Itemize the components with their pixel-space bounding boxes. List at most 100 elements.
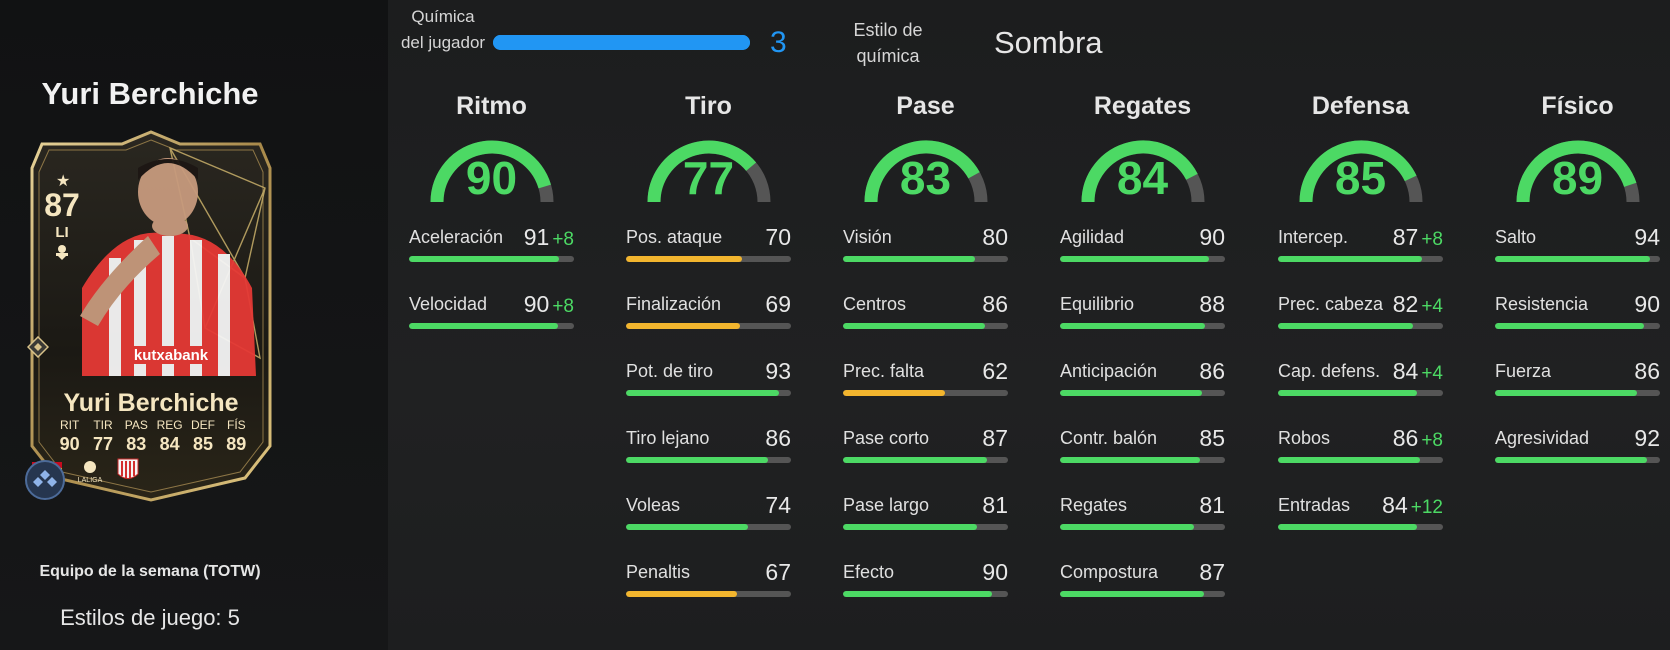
attribute-column-ritmo: Ritmo 90 Aceleración 91 +8 Velocidad 90 +8 (409, 92, 574, 344)
player-name-title: Yuri Berchiche (41, 76, 259, 111)
stat-value: 90 (523, 291, 550, 317)
stat-name: Prec. cabeza (1278, 294, 1384, 314)
stat-bar-track (626, 524, 791, 530)
sponsor-logo: kutxabank (134, 347, 209, 364)
player-chemistry-label: Química del jugador (400, 7, 486, 52)
card-stat-value: 84 (159, 434, 180, 454)
stat-bar-fill (626, 390, 780, 396)
gauge-fill (1516, 140, 1636, 203)
stat-row: Centros 86 (843, 277, 1008, 344)
stat-bar-track (843, 256, 1008, 262)
card-player-name: Yuri Berchiche (63, 389, 239, 417)
attribute-gauge-value: 84 (1116, 152, 1169, 204)
player-photo (80, 158, 256, 376)
stat-value-group: 81 (982, 492, 1008, 519)
stat-name: Prec. falta (843, 361, 925, 381)
stat-bar-track (1060, 323, 1225, 329)
chemistry-style-value[interactable]: Sombra (994, 25, 1103, 60)
card-stat: DEF 85 (186, 418, 219, 455)
stat-name: Cap. defens. (1278, 361, 1381, 381)
playstyle-badge-icon[interactable] (25, 460, 65, 500)
attribute-column-tiro: Tiro 77 Pos. ataque 70 Finalización 69 Pot. de… (626, 92, 791, 612)
attribute-gauge: 83 (861, 132, 991, 210)
gauge-fill (864, 140, 980, 203)
stat-bar-track (843, 457, 1008, 463)
stat-value: 81 (1199, 492, 1225, 518)
attribute-gauge-value: 89 (1551, 152, 1604, 204)
stat-name: Penaltis (626, 562, 691, 582)
stat-value-group: 70 (765, 224, 791, 251)
stat-row: Contr. balón 85 (1060, 411, 1225, 478)
attribute-column-defensa: Defensa 85 Intercep. 87 +8 Prec. cabeza 82 +4 Ca… (1278, 92, 1443, 545)
stat-value: 69 (765, 291, 791, 317)
stat-value: 80 (982, 224, 1008, 250)
stat-value-group: 86 (982, 291, 1008, 318)
stat-row: Equilibrio 88 (1060, 277, 1225, 344)
attribute-column-pase: Pase 83 Visión 80 Centros 86 Prec. falta 62 Pase… (843, 92, 1008, 612)
attribute-column-title: Defensa (1311, 92, 1410, 120)
card-stat: TIR 77 (86, 418, 119, 455)
stat-value: 90 (982, 559, 1008, 585)
attribute-gauge: 77 (644, 132, 774, 210)
stat-bar-fill (1060, 390, 1202, 396)
stat-name: Agilidad (1060, 227, 1125, 247)
stat-value-group: 69 (765, 291, 791, 318)
playstyles-count[interactable]: Estilos de juego: 5 (60, 605, 240, 630)
stat-value: 84 (1382, 492, 1408, 518)
card-stat: REG 84 (153, 418, 186, 455)
attribute-column-físico: Físico 89 Salto 94 Resistencia 90 Fuerza 86 Agre… (1495, 92, 1660, 478)
stat-row: Anticipación 86 (1060, 344, 1225, 411)
stat-value-group: 92 (1634, 425, 1660, 452)
stat-value-group: 67 (765, 559, 791, 586)
stat-value: 67 (765, 559, 791, 585)
stat-row: Voleas 74 (626, 478, 791, 545)
stat-bar-fill (1060, 591, 1204, 597)
stat-value: 94 (1634, 224, 1660, 250)
card-stat-label: TIR (93, 418, 113, 432)
stat-value: 86 (765, 425, 791, 451)
card-stat-value: 83 (126, 434, 147, 454)
stat-name: Entradas (1278, 495, 1351, 515)
stat-name: Salto (1495, 227, 1537, 247)
stat-bar-track (1060, 591, 1225, 597)
stat-row: Penaltis 67 (626, 545, 791, 612)
stat-bar-track (1495, 457, 1660, 463)
player-panel: Yuri Berchiche (0, 0, 388, 650)
stat-bar-fill (843, 591, 992, 597)
stat-name: Centros (843, 294, 907, 314)
card-stat-label: DEF (190, 418, 215, 432)
stat-boost: +8 (552, 296, 574, 317)
stat-value-group: 88 (1199, 291, 1225, 318)
stat-value: 87 (1199, 559, 1225, 585)
card-stat: FÍS 89 (220, 418, 253, 455)
stat-row: Fuerza 86 (1495, 344, 1660, 411)
stat-bar-track (1278, 256, 1443, 262)
attribute-column-title: Ritmo (456, 92, 527, 120)
stat-value-group: 86 (765, 425, 791, 452)
stat-boost: +8 (1421, 229, 1443, 250)
stat-name: Regates (1060, 495, 1128, 515)
stat-bar-fill (1060, 524, 1194, 530)
stat-bar-track (626, 323, 791, 329)
stat-name: Voleas (626, 495, 681, 515)
svg-text:LALIGA: LALIGA (78, 477, 103, 484)
stat-bar-track (626, 457, 791, 463)
player-card[interactable]: kutxabank ★ 87 LI Yuri Berchiche RIT 90 T… (20, 128, 282, 504)
stat-boost: +8 (552, 229, 574, 250)
stat-row: Cap. defens. 84 +4 (1278, 344, 1443, 411)
stat-row: Visión 80 (843, 210, 1008, 277)
attribute-gauge: 85 (1296, 132, 1426, 210)
stat-row: Pase corto 87 (843, 411, 1008, 478)
stat-bar-track (1495, 390, 1660, 396)
stat-value: 84 (1392, 358, 1419, 384)
stat-bar-track (843, 323, 1008, 329)
attribute-gauge-value: 77 (682, 152, 735, 204)
stat-value-group: 84 +12 (1382, 492, 1443, 519)
stat-value: 74 (765, 492, 791, 518)
stat-value-group: 82 +4 (1393, 291, 1443, 318)
card-stat: PAS 83 (120, 418, 153, 455)
stat-value: 86 (1392, 425, 1419, 451)
stat-name: Pase largo (843, 495, 930, 515)
stat-bar-fill (843, 524, 977, 530)
stat-boost: +4 (1421, 363, 1443, 384)
